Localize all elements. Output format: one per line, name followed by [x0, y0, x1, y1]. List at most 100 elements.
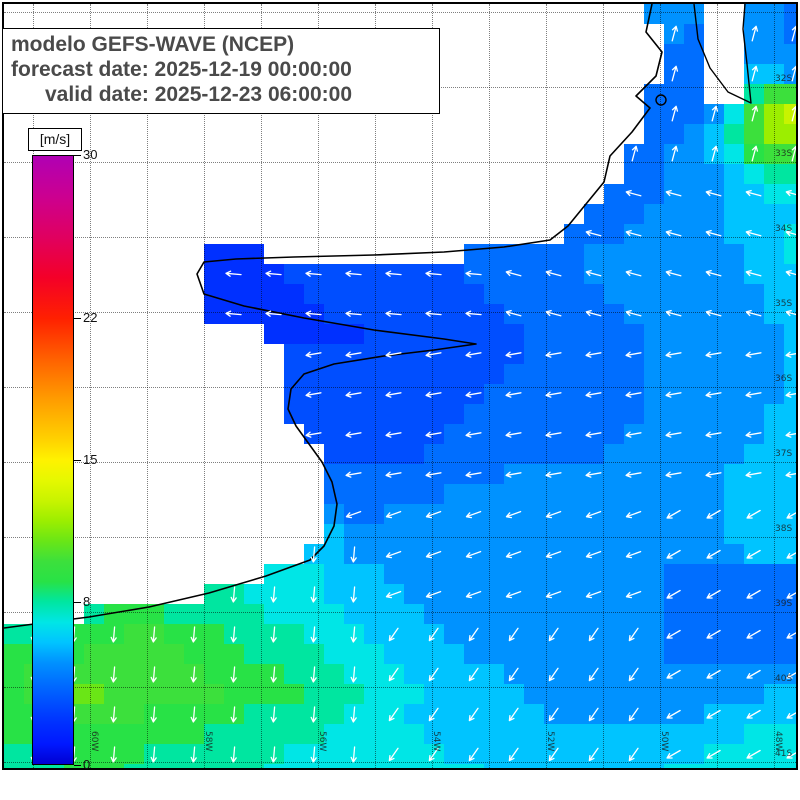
speed-cell [664, 444, 684, 464]
speed-cell [304, 604, 324, 624]
speed-cell [604, 604, 624, 624]
speed-cell [544, 484, 564, 504]
speed-cell [244, 624, 264, 644]
speed-cell [324, 324, 344, 344]
speed-cell [684, 304, 704, 324]
speed-cell [724, 324, 744, 344]
longitude-label: 56W [317, 731, 327, 752]
speed-cell [24, 764, 44, 768]
speed-cell [604, 664, 624, 684]
speed-cell [564, 384, 584, 404]
speed-cell [424, 404, 444, 424]
speed-cell [544, 524, 564, 544]
speed-cell [724, 564, 744, 584]
speed-cell [404, 504, 424, 524]
speed-cell [644, 764, 664, 768]
speed-cell [244, 284, 264, 304]
speed-cell [524, 684, 544, 704]
speed-cell [404, 464, 424, 484]
speed-cell [164, 724, 184, 744]
speed-cell [684, 204, 704, 224]
speed-cell [564, 264, 584, 284]
speed-cell [104, 644, 124, 664]
speed-cell [204, 684, 224, 704]
meridian-gridline [432, 4, 433, 768]
speed-cell [784, 224, 796, 244]
speed-cell [564, 364, 584, 384]
meridian-gridline [489, 4, 490, 768]
speed-cell [644, 704, 664, 724]
speed-cell [204, 624, 224, 644]
speed-cell [244, 584, 264, 604]
parallel-gridline [4, 462, 796, 463]
speed-cell [684, 564, 704, 584]
speed-cell [644, 204, 664, 224]
speed-cell [584, 364, 604, 384]
speed-cell [604, 364, 624, 384]
speed-cell [344, 284, 364, 304]
speed-cell [424, 644, 444, 664]
speed-cell [724, 364, 744, 384]
speed-cell [524, 524, 544, 544]
speed-cell [724, 424, 744, 444]
speed-cell [164, 744, 184, 764]
speed-cell [164, 764, 184, 768]
speed-cell [264, 644, 284, 664]
speed-cell [564, 344, 584, 364]
speed-cell [524, 324, 544, 344]
speed-cell [564, 464, 584, 484]
speed-cell [684, 264, 704, 284]
speed-cell [644, 684, 664, 704]
speed-cell [544, 244, 564, 264]
speed-cell [644, 484, 664, 504]
speed-cell [4, 664, 24, 684]
speed-cell [364, 604, 384, 624]
speed-cell [304, 564, 324, 584]
speed-cell [684, 84, 704, 104]
speed-cell [644, 664, 664, 684]
speed-cell [724, 504, 744, 524]
speed-cell [124, 624, 144, 644]
speed-cell [524, 504, 544, 524]
speed-cell [724, 184, 744, 204]
speed-cell [684, 584, 704, 604]
speed-cell [604, 724, 624, 744]
speed-cell [104, 764, 124, 768]
speed-cell [644, 244, 664, 264]
speed-cell [784, 344, 796, 364]
speed-cell [284, 764, 304, 768]
meridian-gridline [90, 4, 91, 768]
speed-cell [364, 624, 384, 644]
map-overlay-svg [4, 4, 796, 763]
speed-cell [524, 424, 544, 444]
speed-cell [604, 644, 624, 664]
speed-cell [464, 644, 484, 664]
speed-cell [784, 264, 796, 284]
speed-cell [724, 304, 744, 324]
speed-cell [184, 644, 204, 664]
speed-cell [704, 364, 724, 384]
speed-cell [724, 384, 744, 404]
speed-cell [544, 404, 564, 424]
speed-cell [784, 384, 796, 404]
speed-cell [664, 364, 684, 384]
speed-cell [644, 124, 664, 144]
speed-cell [264, 284, 284, 304]
speed-cell [644, 284, 664, 304]
speed-cell [644, 84, 664, 104]
speed-cell [124, 684, 144, 704]
speed-cell [544, 764, 564, 768]
speed-cell [544, 284, 564, 304]
speed-cell [684, 524, 704, 544]
latitude-label: 37S [775, 449, 793, 459]
speed-cell [244, 724, 264, 744]
coastline-and-arrows-layer [4, 4, 796, 768]
speed-cell [584, 524, 604, 544]
speed-cell [324, 344, 344, 364]
speed-cell [524, 284, 544, 304]
speed-cell [404, 444, 424, 464]
speed-cell [564, 764, 584, 768]
speed-cell [684, 24, 704, 44]
speed-cell [364, 684, 384, 704]
speed-cell [404, 684, 424, 704]
